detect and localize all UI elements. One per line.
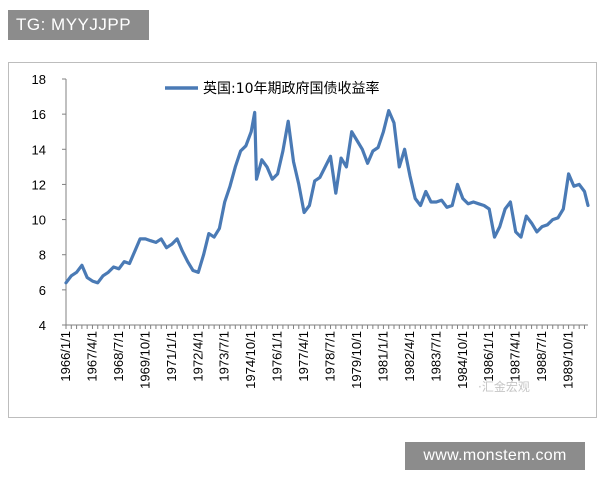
x-tick-label: 1976/1/1 (270, 331, 285, 382)
tg-label: TG: MYYJJPP (8, 10, 149, 40)
x-tick-label: 1977/4/1 (296, 331, 311, 382)
x-tick-label: 1979/10/1 (349, 331, 364, 389)
x-tick-label: 1972/4/1 (190, 331, 205, 382)
x-tick-label: 1968/7/1 (111, 331, 126, 382)
y-tick-label: 16 (32, 107, 46, 122)
x-tick-label: 1988/7/1 (534, 331, 549, 382)
x-tick-label: 1982/4/1 (402, 331, 417, 382)
x-tick-label: 1986/1/1 (481, 331, 496, 382)
legend-label: 英国:10年期政府国债收益率 (203, 80, 380, 97)
x-tick-label: 1974/10/1 (243, 331, 258, 389)
series-line (64, 109, 590, 285)
x-tick-label: 1984/10/1 (455, 331, 470, 389)
x-tick-label: 1966/1/1 (58, 331, 73, 382)
y-tick-label: 10 (32, 213, 46, 228)
y-tick-label: 4 (39, 318, 46, 333)
x-tick-label: 1983/7/1 (428, 331, 443, 382)
x-tick-label: 1969/10/1 (137, 331, 152, 389)
watermark: ·汇金宏观 (478, 380, 530, 394)
footer-url: www.monstem.com (405, 442, 585, 470)
y-tick-label: 12 (32, 177, 46, 192)
x-tick-label: 1987/4/1 (508, 331, 523, 382)
x-tick-label: 1971/1/1 (164, 331, 179, 382)
y-tick-label: 6 (39, 283, 46, 298)
x-tick-label: 1973/7/1 (217, 331, 232, 382)
chart-frame (8, 62, 597, 418)
x-tick-label: 1981/1/1 (375, 331, 390, 382)
y-tick-label: 18 (32, 72, 46, 87)
y-tick-label: 8 (39, 248, 46, 263)
x-tick-label: 1967/4/1 (84, 331, 99, 382)
x-tick-label: 1989/10/1 (561, 331, 576, 389)
y-tick-label: 14 (32, 142, 46, 157)
x-tick-label: 1978/7/1 (323, 331, 338, 382)
